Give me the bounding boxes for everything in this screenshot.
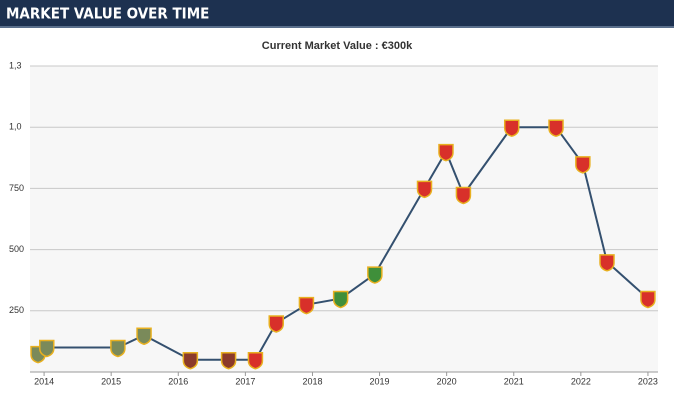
club-marker [438, 143, 454, 162]
club-marker [416, 180, 433, 199]
x-tick-label: 2021 [504, 376, 524, 386]
club-marker [548, 119, 564, 137]
x-tick-label: 2023 [638, 376, 658, 386]
x-tick-label: 2019 [370, 376, 390, 386]
club-marker [455, 186, 472, 205]
chart-title: Current Market Value : €300k [262, 40, 413, 52]
y-tick-label: 1,0 [9, 122, 22, 132]
y-tick-label: 500 [9, 244, 24, 254]
x-tick-label: 2016 [168, 376, 188, 386]
club-marker [367, 266, 383, 284]
x-tick-label: 2022 [571, 376, 591, 386]
club-marker [332, 290, 349, 309]
club-marker [599, 254, 615, 272]
club-marker [575, 156, 591, 174]
club-marker [39, 339, 55, 358]
club-marker [136, 327, 152, 346]
club-marker [110, 339, 126, 358]
header-rule [0, 26, 674, 28]
club-marker [220, 352, 237, 370]
club-marker [298, 296, 315, 315]
club-marker [640, 290, 656, 309]
x-tick-label: 2015 [101, 376, 121, 386]
x-tick-label: 2020 [437, 376, 457, 386]
club-marker [268, 315, 284, 333]
x-tick-label: 2018 [302, 376, 322, 386]
header-bar [0, 0, 674, 26]
x-tick-label: 2014 [34, 376, 54, 386]
header-title: MARKET VALUE OVER TIME [6, 5, 209, 23]
club-marker [182, 352, 199, 370]
club-marker [503, 119, 520, 137]
y-tick-label: 250 [9, 305, 24, 315]
club-marker [247, 352, 264, 370]
y-tick-label: 750 [9, 183, 24, 193]
x-tick-label: 2017 [235, 376, 255, 386]
plot-area [30, 66, 658, 372]
y-tick-label: 1,3 [9, 60, 22, 70]
